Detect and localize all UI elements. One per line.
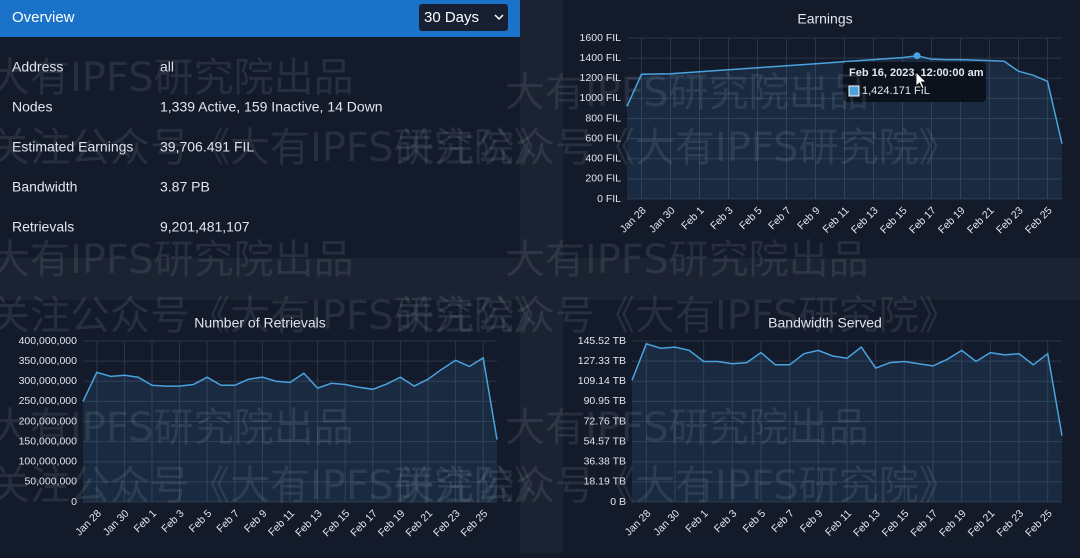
watermark: 关注公众号《大有IPFS研究院》 — [0, 463, 554, 509]
y-tick-label: 1400 FIL — [580, 52, 622, 64]
y-tick-label: 127.33 TB — [578, 355, 626, 367]
watermark: 关注公众号《大有IPFS研究院》 — [395, 293, 959, 339]
tooltip-swatch — [848, 85, 860, 97]
row-label: Bandwidth — [12, 179, 77, 195]
row-value: 1,339 Active, 159 Inactive, 14 Down — [160, 99, 383, 115]
y-tick-label: 1000 FIL — [580, 92, 622, 104]
y-tick-label: 400 FIL — [585, 153, 621, 165]
select-box[interactable] — [419, 4, 508, 31]
overview-title: Overview — [12, 9, 75, 26]
y-tick-label: 100,000,000 — [19, 456, 78, 468]
line — [82, 356, 498, 440]
y-tick-label: 400,000,000 — [19, 335, 78, 347]
row-value: 3.87 PB — [160, 179, 210, 195]
y-tick-label: 200 FIL — [585, 173, 621, 185]
y-tick-label: 90.95 TB — [584, 395, 626, 407]
chart-title: Earnings — [797, 11, 852, 27]
y-tick-label: 50,000,000 — [24, 476, 77, 488]
cursor — [915, 71, 927, 90]
watermark: 关注公众号《大有IPFS研究院》 — [0, 293, 554, 339]
watermark: 关注公众号《大有IPFS研究院》 — [395, 463, 959, 509]
row-value: 9,201,481,107 — [160, 219, 250, 235]
row-label: Retrievals — [12, 219, 74, 235]
line — [631, 342, 1063, 436]
chart-title: Bandwidth Served — [768, 315, 882, 331]
y-tick-label: 250,000,000 — [19, 395, 78, 407]
y-tick-label: 54.57 TB — [584, 435, 626, 447]
line — [626, 54, 1063, 144]
hover-point — [913, 52, 921, 60]
y-tick-label: 1200 FIL — [580, 72, 622, 84]
tooltip-label: 1,424.171 FIL — [862, 85, 930, 97]
watermark: 关注公众号《大有IPFS研究院》 — [0, 125, 554, 171]
row-label: Estimated Earnings — [12, 139, 133, 155]
y-tick-label: 150,000,000 — [19, 435, 78, 447]
area — [83, 357, 497, 502]
y-tick-label: 1600 FIL — [580, 32, 622, 44]
row-label: Nodes — [12, 99, 52, 115]
y-tick-label: 600 FIL — [585, 132, 621, 144]
watermark: 大有IPFS研究院出品 — [0, 237, 354, 283]
watermark: 大有IPFS研究院出品 — [0, 405, 354, 451]
watermark: 大有IPFS研究院出品 — [505, 237, 869, 283]
select-value[interactable]: 30 Days — [424, 9, 479, 26]
row-label: Address — [12, 59, 63, 75]
y-tick-label: 0 FIL — [597, 193, 621, 205]
overview-rows: Address all Nodes 1,339 Active, 159 Inactiv… — [12, 59, 383, 235]
y-tick-label: 145.52 TB — [578, 335, 626, 347]
y-tick-label: 300,000,000 — [19, 375, 78, 387]
range-select[interactable]: 30 Days — [419, 4, 508, 31]
y-tick-label: 109.14 TB — [578, 375, 626, 387]
y-tick-label: 36.38 TB — [584, 456, 626, 468]
y-tick-label: 0 B — [610, 496, 626, 508]
y-tick-label: 0 — [71, 496, 77, 508]
tooltip — [843, 62, 986, 102]
area — [632, 343, 1062, 502]
y-tick-label: 72.76 TB — [584, 415, 626, 427]
watermark: 大有IPFS研究院出品 — [505, 405, 869, 451]
row-value: 39,706.491 FIL — [160, 139, 254, 155]
y-tick-label: 800 FIL — [585, 112, 621, 124]
watermark: 大有IPFS研究院出品 — [505, 70, 869, 116]
y-tick-label: 200,000,000 — [19, 415, 78, 427]
row-value: all — [160, 59, 174, 75]
y-tick-label: 18.19 TB — [584, 476, 626, 488]
chevron[interactable] — [494, 14, 504, 21]
watermark: 大有IPFS研究院出品 — [0, 55, 354, 101]
watermark: 关注公众号《大有IPFS研究院》 — [395, 125, 959, 171]
gutter — [0, 258, 1080, 300]
chart-title: Number of Retrievals — [194, 315, 326, 331]
y-tick-label: 350,000,000 — [19, 355, 78, 367]
